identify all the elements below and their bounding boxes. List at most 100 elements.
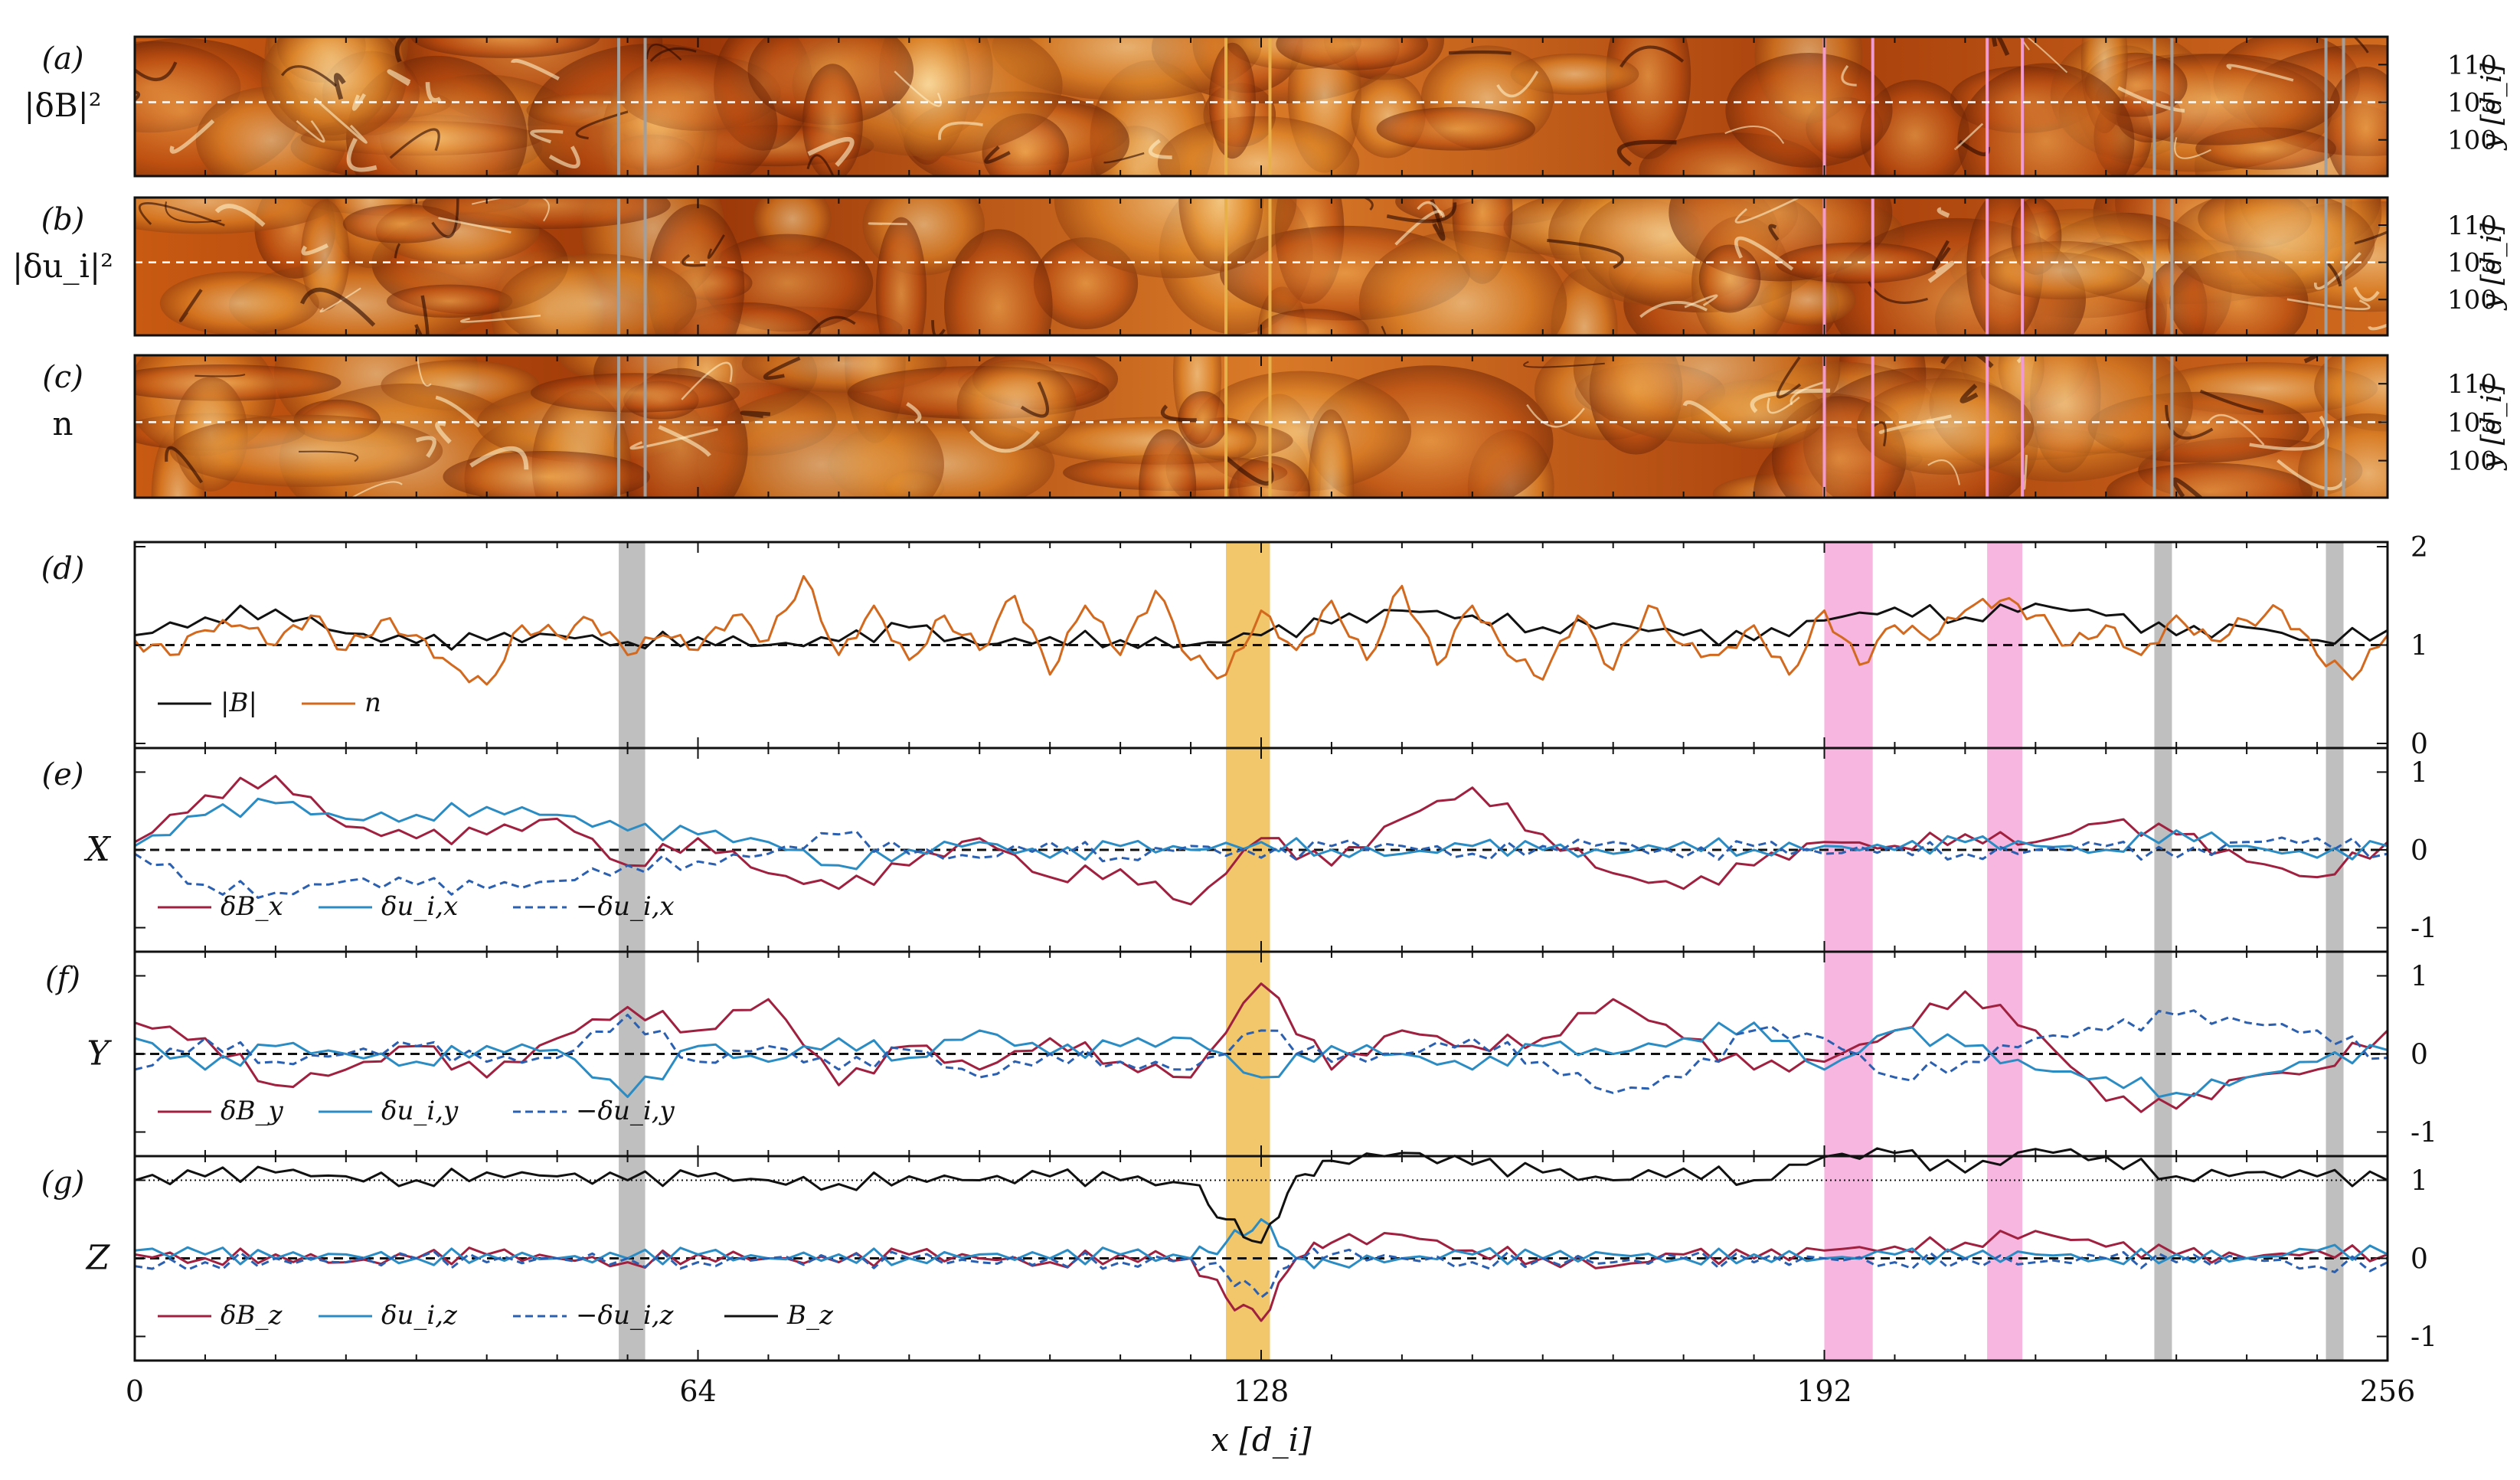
filament bbox=[313, 97, 368, 144]
series-line-|B| bbox=[134, 603, 2388, 651]
filament bbox=[575, 110, 629, 140]
highlight-band-orange bbox=[1226, 952, 1270, 1156]
filament bbox=[2172, 477, 2204, 498]
filament bbox=[135, 90, 141, 101]
filament bbox=[2117, 86, 2185, 113]
filament bbox=[169, 119, 215, 154]
turbulence-blob bbox=[386, 284, 513, 318]
filament bbox=[1954, 123, 1984, 150]
filament bbox=[435, 395, 481, 428]
series-line-δB_x bbox=[134, 775, 2389, 906]
filament bbox=[296, 119, 325, 143]
filament bbox=[389, 128, 440, 159]
turbulence-blob bbox=[2168, 198, 2375, 297]
filament bbox=[763, 356, 801, 380]
filament bbox=[906, 402, 922, 423]
turbulence-blob bbox=[1139, 429, 1197, 498]
filament bbox=[1931, 240, 1951, 271]
ytick-label: 0 bbox=[2411, 1244, 2428, 1276]
filament bbox=[530, 129, 564, 144]
turbulence-blob bbox=[1376, 106, 1535, 151]
panel-ylabel: X bbox=[83, 830, 111, 869]
turbulence-blob bbox=[1308, 409, 1355, 498]
filament bbox=[394, 243, 401, 259]
ytick-label: 0 bbox=[2411, 835, 2428, 867]
image-ylabel: y [d_i] bbox=[2476, 223, 2508, 311]
filament bbox=[1496, 70, 1539, 98]
filament bbox=[346, 137, 378, 172]
series-line-B_z bbox=[134, 1147, 2388, 1244]
filament bbox=[351, 93, 366, 111]
legend-label: δu_i,z bbox=[381, 1300, 458, 1331]
filament bbox=[319, 287, 361, 313]
filament bbox=[807, 136, 855, 167]
panel-tag: (a) bbox=[41, 41, 83, 77]
x-axis-label: x [d_i] bbox=[1211, 1421, 1312, 1459]
turbulence-blob bbox=[944, 229, 1053, 335]
highlight-band-gray bbox=[2326, 952, 2344, 1156]
filament bbox=[1639, 301, 1708, 319]
filament bbox=[984, 145, 1011, 164]
filament bbox=[1417, 201, 1443, 217]
turbulence-blob bbox=[422, 198, 671, 229]
filament bbox=[1927, 260, 1955, 283]
xtick-label: 256 bbox=[2360, 1374, 2416, 1408]
filament bbox=[1750, 388, 1831, 413]
turbulence-blob bbox=[528, 44, 778, 176]
filament bbox=[1386, 202, 1457, 224]
filament bbox=[511, 58, 560, 81]
image-ytick-label: 100 bbox=[2447, 126, 2497, 156]
ytick-label: -1 bbox=[2411, 1322, 2437, 1354]
filament bbox=[2226, 64, 2294, 82]
panel-tag: (c) bbox=[42, 360, 83, 395]
ytick-label: 1 bbox=[2411, 631, 2428, 662]
filament bbox=[350, 481, 403, 498]
filament bbox=[2199, 389, 2264, 413]
filament bbox=[2352, 37, 2369, 54]
panel-tag: (g) bbox=[41, 1165, 85, 1201]
ytick-label: -1 bbox=[2411, 913, 2437, 945]
filament bbox=[301, 243, 328, 256]
filament bbox=[1020, 381, 1050, 418]
filament bbox=[938, 121, 983, 140]
filament bbox=[1937, 207, 1950, 218]
filament bbox=[1878, 414, 1952, 434]
filament bbox=[1734, 198, 1802, 224]
filament bbox=[894, 70, 942, 107]
filament bbox=[681, 361, 733, 400]
turbulence-blob bbox=[159, 271, 319, 335]
legend-label: δu_i,x bbox=[381, 891, 458, 922]
turbulence-blob bbox=[875, 217, 927, 335]
line-panel-2: 1 0 -1 (e) XδB_x δu_i,x −δu_i,x bbox=[42, 747, 2437, 953]
series-line--δu_i,z bbox=[134, 1247, 2388, 1299]
filament bbox=[629, 427, 718, 450]
turbulence-blob bbox=[1856, 377, 2035, 475]
turbulence-blob bbox=[2106, 462, 2313, 498]
ytick-label: 2 bbox=[2411, 532, 2428, 564]
line-panels: 012(d)|B| n10-1(e)XδB_x δu_i,x −δu_i,x10-1(… bbox=[41, 532, 2437, 1362]
filament bbox=[394, 37, 408, 63]
filament bbox=[165, 201, 222, 224]
filament bbox=[138, 201, 225, 227]
highlight-band-orange bbox=[1226, 542, 1270, 748]
ytick-label: 0 bbox=[2411, 1040, 2428, 1071]
legend-label: δB_z bbox=[221, 1300, 283, 1331]
filament bbox=[969, 430, 1041, 453]
filament bbox=[165, 446, 204, 484]
panel-tag: (b) bbox=[41, 202, 85, 237]
filament bbox=[194, 373, 246, 377]
filament bbox=[1394, 210, 1445, 246]
filament bbox=[334, 73, 346, 100]
filament bbox=[548, 145, 580, 169]
filament bbox=[806, 154, 835, 176]
filament bbox=[1940, 355, 1994, 368]
series-line-δB_y bbox=[134, 982, 2389, 1113]
filament bbox=[931, 320, 946, 335]
filament bbox=[2165, 404, 2214, 440]
turbulence-blob bbox=[956, 359, 1077, 451]
turbulence-blob bbox=[410, 37, 600, 58]
highlight-band-gray bbox=[2326, 542, 2344, 748]
turbulence-blob bbox=[135, 198, 336, 234]
legend-label: δB_y bbox=[221, 1096, 283, 1126]
